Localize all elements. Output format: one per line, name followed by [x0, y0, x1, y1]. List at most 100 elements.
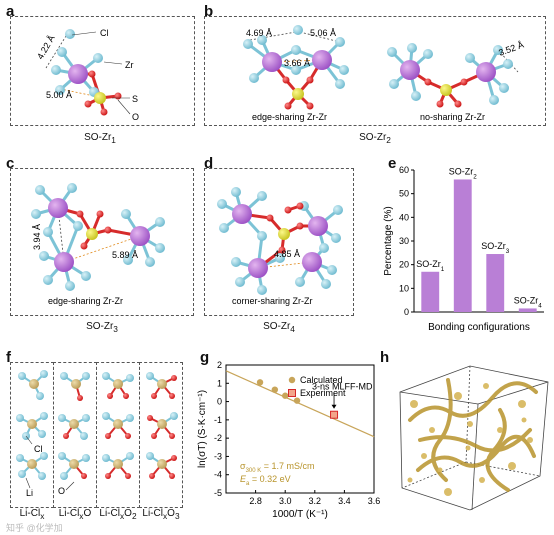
y-tick-label: 10 — [399, 283, 409, 293]
dist-b-1: 4.69 Å — [246, 28, 272, 38]
y-tick-label: -1 — [214, 415, 222, 425]
label-cl-atom: Cl — [100, 28, 109, 38]
x-axis-title: 1000/T (K⁻¹) — [272, 509, 328, 520]
panel-f-structures — [16, 370, 178, 480]
d-inner-label: corner-sharing Zr-Zr — [232, 296, 313, 306]
f-col2-label: Li-ClxO — [58, 508, 92, 521]
annotation-arrowhead — [331, 404, 337, 409]
dist-b-4: 3.52 Å — [497, 40, 525, 58]
b-right-label: no-sharing Zr-Zr — [420, 112, 485, 122]
annotation-text: 3-ns MLFF-MD — [312, 382, 373, 392]
label-zr-atom: Zr — [125, 60, 134, 70]
panel-d-frame — [204, 168, 354, 316]
panel-label-a: a — [6, 3, 15, 20]
caption-a: SO-Zr1 — [84, 132, 116, 145]
f-col3-label: Li-ClxO2 — [99, 508, 137, 521]
bar-label-SO-Zr2: SO-Zr2 — [449, 166, 478, 180]
calculated-point — [256, 379, 264, 386]
y-axis-title: ln(σT) (S·K·cm⁻¹) — [197, 390, 208, 468]
dist-c-2: 5.89 Å — [112, 250, 138, 260]
sigma-annotation: σ300 K = 1.7 mS/cm — [240, 461, 315, 474]
caption-c: SO-Zr3 — [86, 321, 118, 334]
x-tick-label: 3.6 — [368, 496, 380, 506]
bar-label-SO-Zr1: SO-Zr1 — [416, 259, 445, 273]
legend-calculated-marker — [288, 376, 296, 384]
panel-label-d: d — [204, 155, 214, 172]
panel-d-structure — [217, 187, 343, 295]
panel-label-g: g — [200, 349, 210, 366]
x-tick-label: 3.0 — [279, 496, 292, 506]
ea-annotation: Ea = 0.32 eV — [240, 474, 291, 487]
bar-SO-Zr3 — [486, 254, 505, 312]
bar-SO-Zr1 — [421, 271, 440, 312]
y-tick-label: 50 — [399, 189, 409, 199]
f-label-o: O — [58, 486, 65, 496]
panel-c-frame — [10, 168, 194, 316]
panel-label-h: h — [380, 349, 390, 366]
legend-calculated-label: Calculated — [300, 375, 343, 385]
dist-b-3: 3.66 Å — [284, 58, 310, 68]
panel-a-structure — [45, 29, 131, 116]
chart-bonding-configurations: 0 10 20 30 40 50 60 SO-Zr1 SO-Zr2 SO-Zr3 SO-Zr4 Bon… — [383, 165, 544, 333]
f-label-li: Li — [26, 488, 33, 498]
f-col1-label: Li-Clx — [19, 508, 45, 521]
dist-a-2: 5.00 Å — [46, 90, 72, 100]
panel-h-diffusion-box — [399, 365, 549, 511]
calculated-point — [282, 392, 289, 399]
dist-c-1: 3.94 Å — [32, 224, 42, 250]
experiment-point — [330, 410, 339, 419]
label-s-atom: S — [132, 94, 138, 104]
y-tick-label: -2 — [214, 433, 222, 443]
legend-experiment-marker — [288, 389, 296, 397]
chart-arrhenius: 2.8 3.0 3.2 3.4 3.6 -5 -4 -3 -2 -1 0 1 2 3-ns MLFF-MD… — [197, 360, 380, 520]
watermark: 知乎 @化学加 — [6, 523, 63, 533]
f-label-cl: Cl — [34, 444, 43, 454]
label-o-atom: O — [132, 112, 139, 122]
bar-SO-Zr2 — [453, 179, 472, 312]
bar-label-SO-Zr3: SO-Zr3 — [481, 241, 510, 255]
y-tick-label: 0 — [217, 397, 222, 407]
panel-label-e: e — [388, 155, 397, 172]
plot-frame — [225, 364, 375, 494]
caption-d: SO-Zr4 — [263, 321, 295, 334]
y-tick-label: 60 — [399, 165, 409, 175]
calculated-point — [293, 397, 301, 404]
caption-b: SO-Zr2 — [359, 132, 391, 145]
panel-label-f: f — [6, 349, 11, 366]
y-tick-label: 2 — [217, 360, 222, 370]
dist-a-1: 4.22 Å — [35, 33, 57, 61]
legend-experiment-label: Experiment — [300, 388, 346, 398]
panel-f-col4 — [139, 362, 183, 508]
x-axis-title: Bonding configurations — [428, 322, 530, 333]
dist-d-1: 4.85 Å — [274, 249, 300, 259]
y-tick-label: 0 — [404, 307, 409, 317]
x-tick-label: 3.4 — [338, 496, 351, 506]
y-tick-label: 1 — [217, 378, 222, 388]
bar-label-SO-Zr4: SO-Zr4 — [514, 295, 543, 309]
c-inner-label: edge-sharing Zr-Zr — [48, 296, 123, 306]
panel-c-structure — [31, 183, 165, 291]
f-col4-label: Li-ClxO3 — [142, 508, 180, 521]
calculated-point — [271, 386, 279, 393]
panel-a-frame — [10, 16, 195, 126]
y-tick-label: -5 — [214, 488, 222, 498]
panel-label-b: b — [204, 3, 214, 20]
dist-b-2: 5.06 Å — [310, 28, 336, 38]
y-tick-label: -4 — [214, 470, 222, 480]
x-tick-label: 3.2 — [309, 496, 322, 506]
panel-label-c: c — [6, 155, 15, 172]
y-tick-label: -3 — [214, 451, 222, 461]
b-left-label: edge-sharing Zr-Zr — [252, 112, 327, 122]
x-tick-label: 2.8 — [249, 496, 262, 506]
panel-b-left-structure — [243, 25, 349, 110]
panel-b-right-structure — [387, 43, 519, 108]
y-axis-title: Percentage (%) — [383, 206, 394, 275]
y-tick-label: 20 — [399, 260, 409, 270]
fit-line — [225, 370, 375, 438]
bar-SO-Zr4 — [518, 308, 537, 312]
y-tick-label: 30 — [399, 236, 409, 246]
y-tick-label: 40 — [399, 212, 409, 222]
panel-b-frame — [204, 16, 546, 126]
